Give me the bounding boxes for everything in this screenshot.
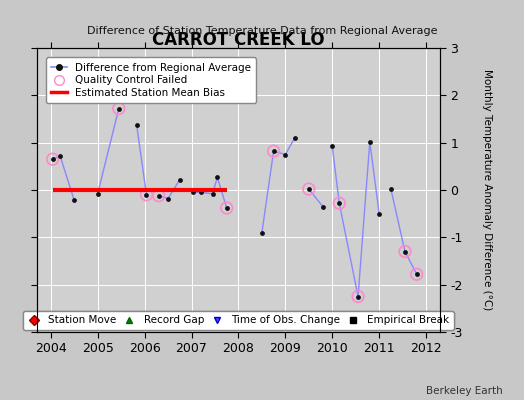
Point xyxy=(401,248,409,255)
Point xyxy=(115,105,123,112)
Point xyxy=(366,138,374,145)
Point xyxy=(48,156,57,162)
Point xyxy=(258,229,266,236)
Point xyxy=(269,148,278,154)
Point xyxy=(412,271,421,278)
Point xyxy=(143,192,151,198)
Point xyxy=(269,148,278,154)
Point xyxy=(93,190,102,197)
Point xyxy=(412,271,421,278)
Legend: Station Move, Record Gap, Time of Obs. Change, Empirical Break: Station Move, Record Gap, Time of Obs. C… xyxy=(24,311,453,330)
Y-axis label: Monthly Temperature Anomaly Difference (°C): Monthly Temperature Anomaly Difference (… xyxy=(483,69,493,311)
Point xyxy=(401,248,409,255)
Point xyxy=(335,200,343,206)
Point xyxy=(223,205,231,211)
Point xyxy=(375,210,384,217)
Point xyxy=(164,195,172,202)
Point xyxy=(133,122,141,128)
Point xyxy=(196,189,205,196)
Point xyxy=(304,186,313,192)
Point xyxy=(143,192,151,198)
Point xyxy=(48,156,57,162)
Point xyxy=(70,197,79,204)
Point xyxy=(290,135,299,141)
Text: Berkeley Earth: Berkeley Earth xyxy=(427,386,503,396)
Point xyxy=(155,192,163,199)
Point xyxy=(328,143,336,150)
Point xyxy=(176,176,184,183)
Point xyxy=(319,203,327,210)
Point xyxy=(189,189,198,196)
Text: Difference of Station Temperature Data from Regional Average: Difference of Station Temperature Data f… xyxy=(87,26,437,36)
Point xyxy=(387,186,395,192)
Point xyxy=(56,153,64,159)
Point xyxy=(354,293,362,300)
Point xyxy=(335,200,343,206)
Point xyxy=(213,174,222,180)
Point xyxy=(223,205,231,211)
Point xyxy=(304,186,313,192)
Point xyxy=(115,105,123,112)
Point xyxy=(281,151,290,158)
Point xyxy=(209,190,217,197)
Point xyxy=(155,192,163,199)
Title: CARROT CREEK LO: CARROT CREEK LO xyxy=(152,31,325,49)
Point xyxy=(354,293,362,300)
